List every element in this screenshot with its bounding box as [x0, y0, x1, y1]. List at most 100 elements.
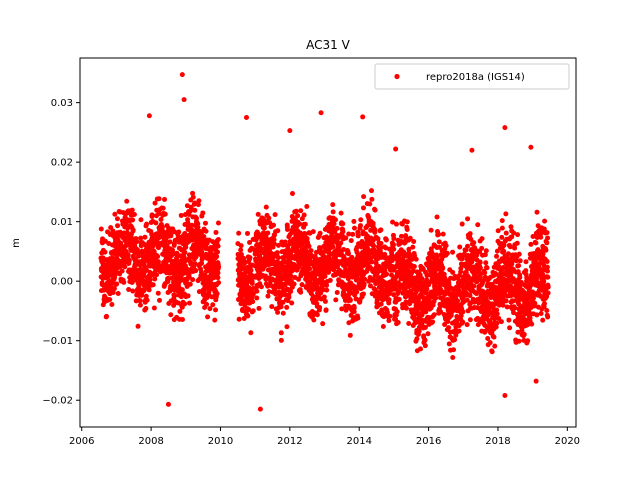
data-point — [424, 286, 430, 292]
data-point — [370, 220, 376, 226]
data-point — [512, 305, 518, 311]
data-point — [246, 307, 252, 313]
data-point — [535, 223, 541, 229]
data-point — [179, 316, 185, 322]
data-point — [503, 298, 509, 304]
data-point — [104, 313, 110, 319]
data-point — [511, 230, 517, 236]
data-point — [516, 251, 522, 257]
y-axis-label: m — [11, 238, 22, 248]
data-point — [513, 258, 519, 264]
data-point — [425, 331, 431, 337]
data-point — [110, 290, 116, 296]
data-point — [210, 302, 216, 308]
data-point — [516, 338, 522, 344]
data-point — [190, 277, 196, 283]
data-point — [330, 209, 336, 215]
data-point — [483, 260, 489, 266]
data-point — [194, 215, 200, 221]
data-point — [395, 320, 401, 326]
data-point — [115, 223, 121, 229]
data-point — [278, 304, 284, 310]
data-point — [245, 230, 250, 236]
data-point — [378, 227, 384, 233]
data-point — [238, 243, 244, 249]
data-point — [428, 227, 434, 233]
data-point — [431, 312, 437, 318]
data-point — [299, 282, 305, 288]
data-point — [137, 298, 143, 304]
data-point — [457, 244, 463, 250]
data-point — [489, 349, 495, 355]
data-point — [155, 290, 161, 296]
data-point — [153, 220, 159, 226]
data-point — [341, 247, 347, 253]
data-point — [498, 319, 504, 325]
data-point — [186, 274, 192, 280]
data-point — [346, 251, 352, 257]
data-point — [291, 281, 297, 287]
legend-box — [374, 63, 570, 90]
data-point — [248, 267, 254, 273]
data-point — [464, 297, 470, 303]
data-point — [459, 221, 465, 227]
data-point — [515, 329, 521, 335]
data-point — [426, 282, 432, 288]
data-point — [393, 221, 399, 227]
data-point — [455, 298, 461, 304]
data-point — [355, 233, 361, 239]
data-point — [333, 217, 338, 223]
data-point — [532, 300, 538, 306]
data-point — [469, 147, 475, 153]
data-point — [471, 283, 477, 289]
data-point — [528, 241, 534, 247]
data-point — [175, 300, 181, 306]
data-point — [384, 271, 390, 277]
data-point — [263, 204, 269, 210]
data-point — [215, 220, 221, 226]
data-point — [494, 307, 500, 313]
data-point — [456, 287, 462, 293]
data-point — [542, 301, 548, 307]
data-point — [367, 201, 373, 207]
data-point — [143, 293, 149, 299]
data-point — [369, 259, 375, 265]
data-point — [407, 235, 413, 241]
data-point — [137, 302, 143, 308]
data-point — [159, 224, 165, 230]
data-point — [479, 245, 485, 251]
data-point — [383, 237, 389, 243]
data-point — [517, 274, 523, 280]
data-point — [355, 315, 361, 321]
data-point — [214, 291, 220, 297]
data-point — [351, 218, 357, 224]
data-point — [391, 235, 397, 241]
data-point — [339, 306, 345, 312]
data-point — [378, 249, 384, 255]
data-point — [322, 298, 328, 304]
data-point — [354, 289, 360, 295]
data-point — [545, 284, 551, 290]
data-point — [192, 207, 198, 213]
data-point — [501, 242, 507, 248]
data-point — [422, 337, 428, 343]
data-point — [196, 198, 202, 204]
data-point — [479, 236, 485, 242]
data-point — [378, 245, 384, 251]
data-point — [368, 255, 374, 261]
data-point — [340, 228, 346, 234]
data-point — [114, 281, 120, 287]
data-point — [210, 239, 216, 245]
data-point — [248, 330, 254, 336]
data-point — [414, 336, 420, 342]
data-point — [358, 217, 364, 223]
data-point — [410, 244, 416, 250]
data-point — [499, 218, 505, 224]
data-point — [523, 259, 529, 265]
data-point — [236, 316, 242, 322]
data-point — [112, 211, 118, 217]
data-point — [516, 263, 522, 269]
data-point — [124, 198, 130, 204]
data-point — [265, 230, 271, 236]
data-point — [334, 264, 340, 270]
